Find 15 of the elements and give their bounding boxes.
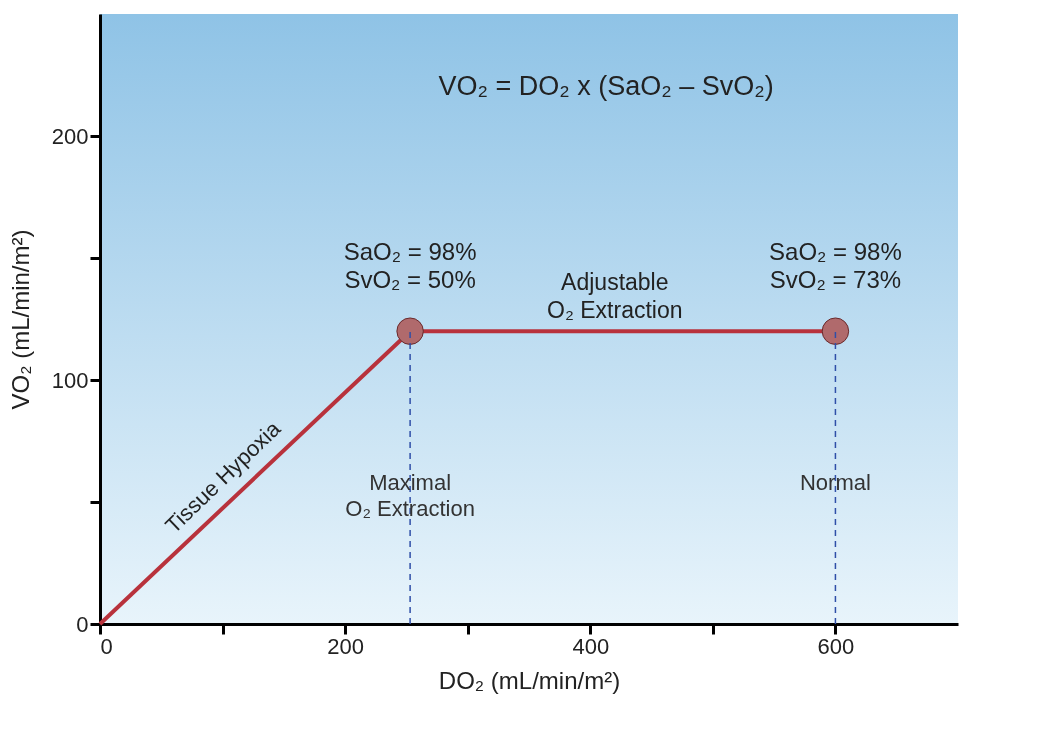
x-tick-label: 200 bbox=[327, 633, 364, 659]
x-axis-title: DO₂ (mL/min/m²) bbox=[438, 666, 621, 694]
y-tick-label: 0 bbox=[76, 611, 89, 637]
annotation: Adjustable O₂ Extraction bbox=[547, 269, 683, 324]
x-tick-label: 600 bbox=[817, 633, 855, 659]
y-tick-label: 200 bbox=[51, 123, 89, 149]
annotation: SaO₂ = 98% SvO₂ = 73% bbox=[769, 238, 902, 294]
x-tick-label: 400 bbox=[572, 633, 610, 659]
annotation: SaO₂ = 98% SvO₂ = 50% bbox=[343, 238, 477, 294]
y-axis-title: VO₂ (mL/min/m²) bbox=[6, 229, 34, 410]
y-tick-label: 100 bbox=[51, 367, 89, 393]
x-tick-label: 0 bbox=[100, 633, 113, 659]
ref-line-label: Normal bbox=[799, 469, 871, 495]
ref-line-label: Maximal O₂ Extraction bbox=[345, 469, 475, 521]
annotation: VO₂ = DO₂ x (SaO₂ – SvO₂) bbox=[438, 71, 774, 102]
